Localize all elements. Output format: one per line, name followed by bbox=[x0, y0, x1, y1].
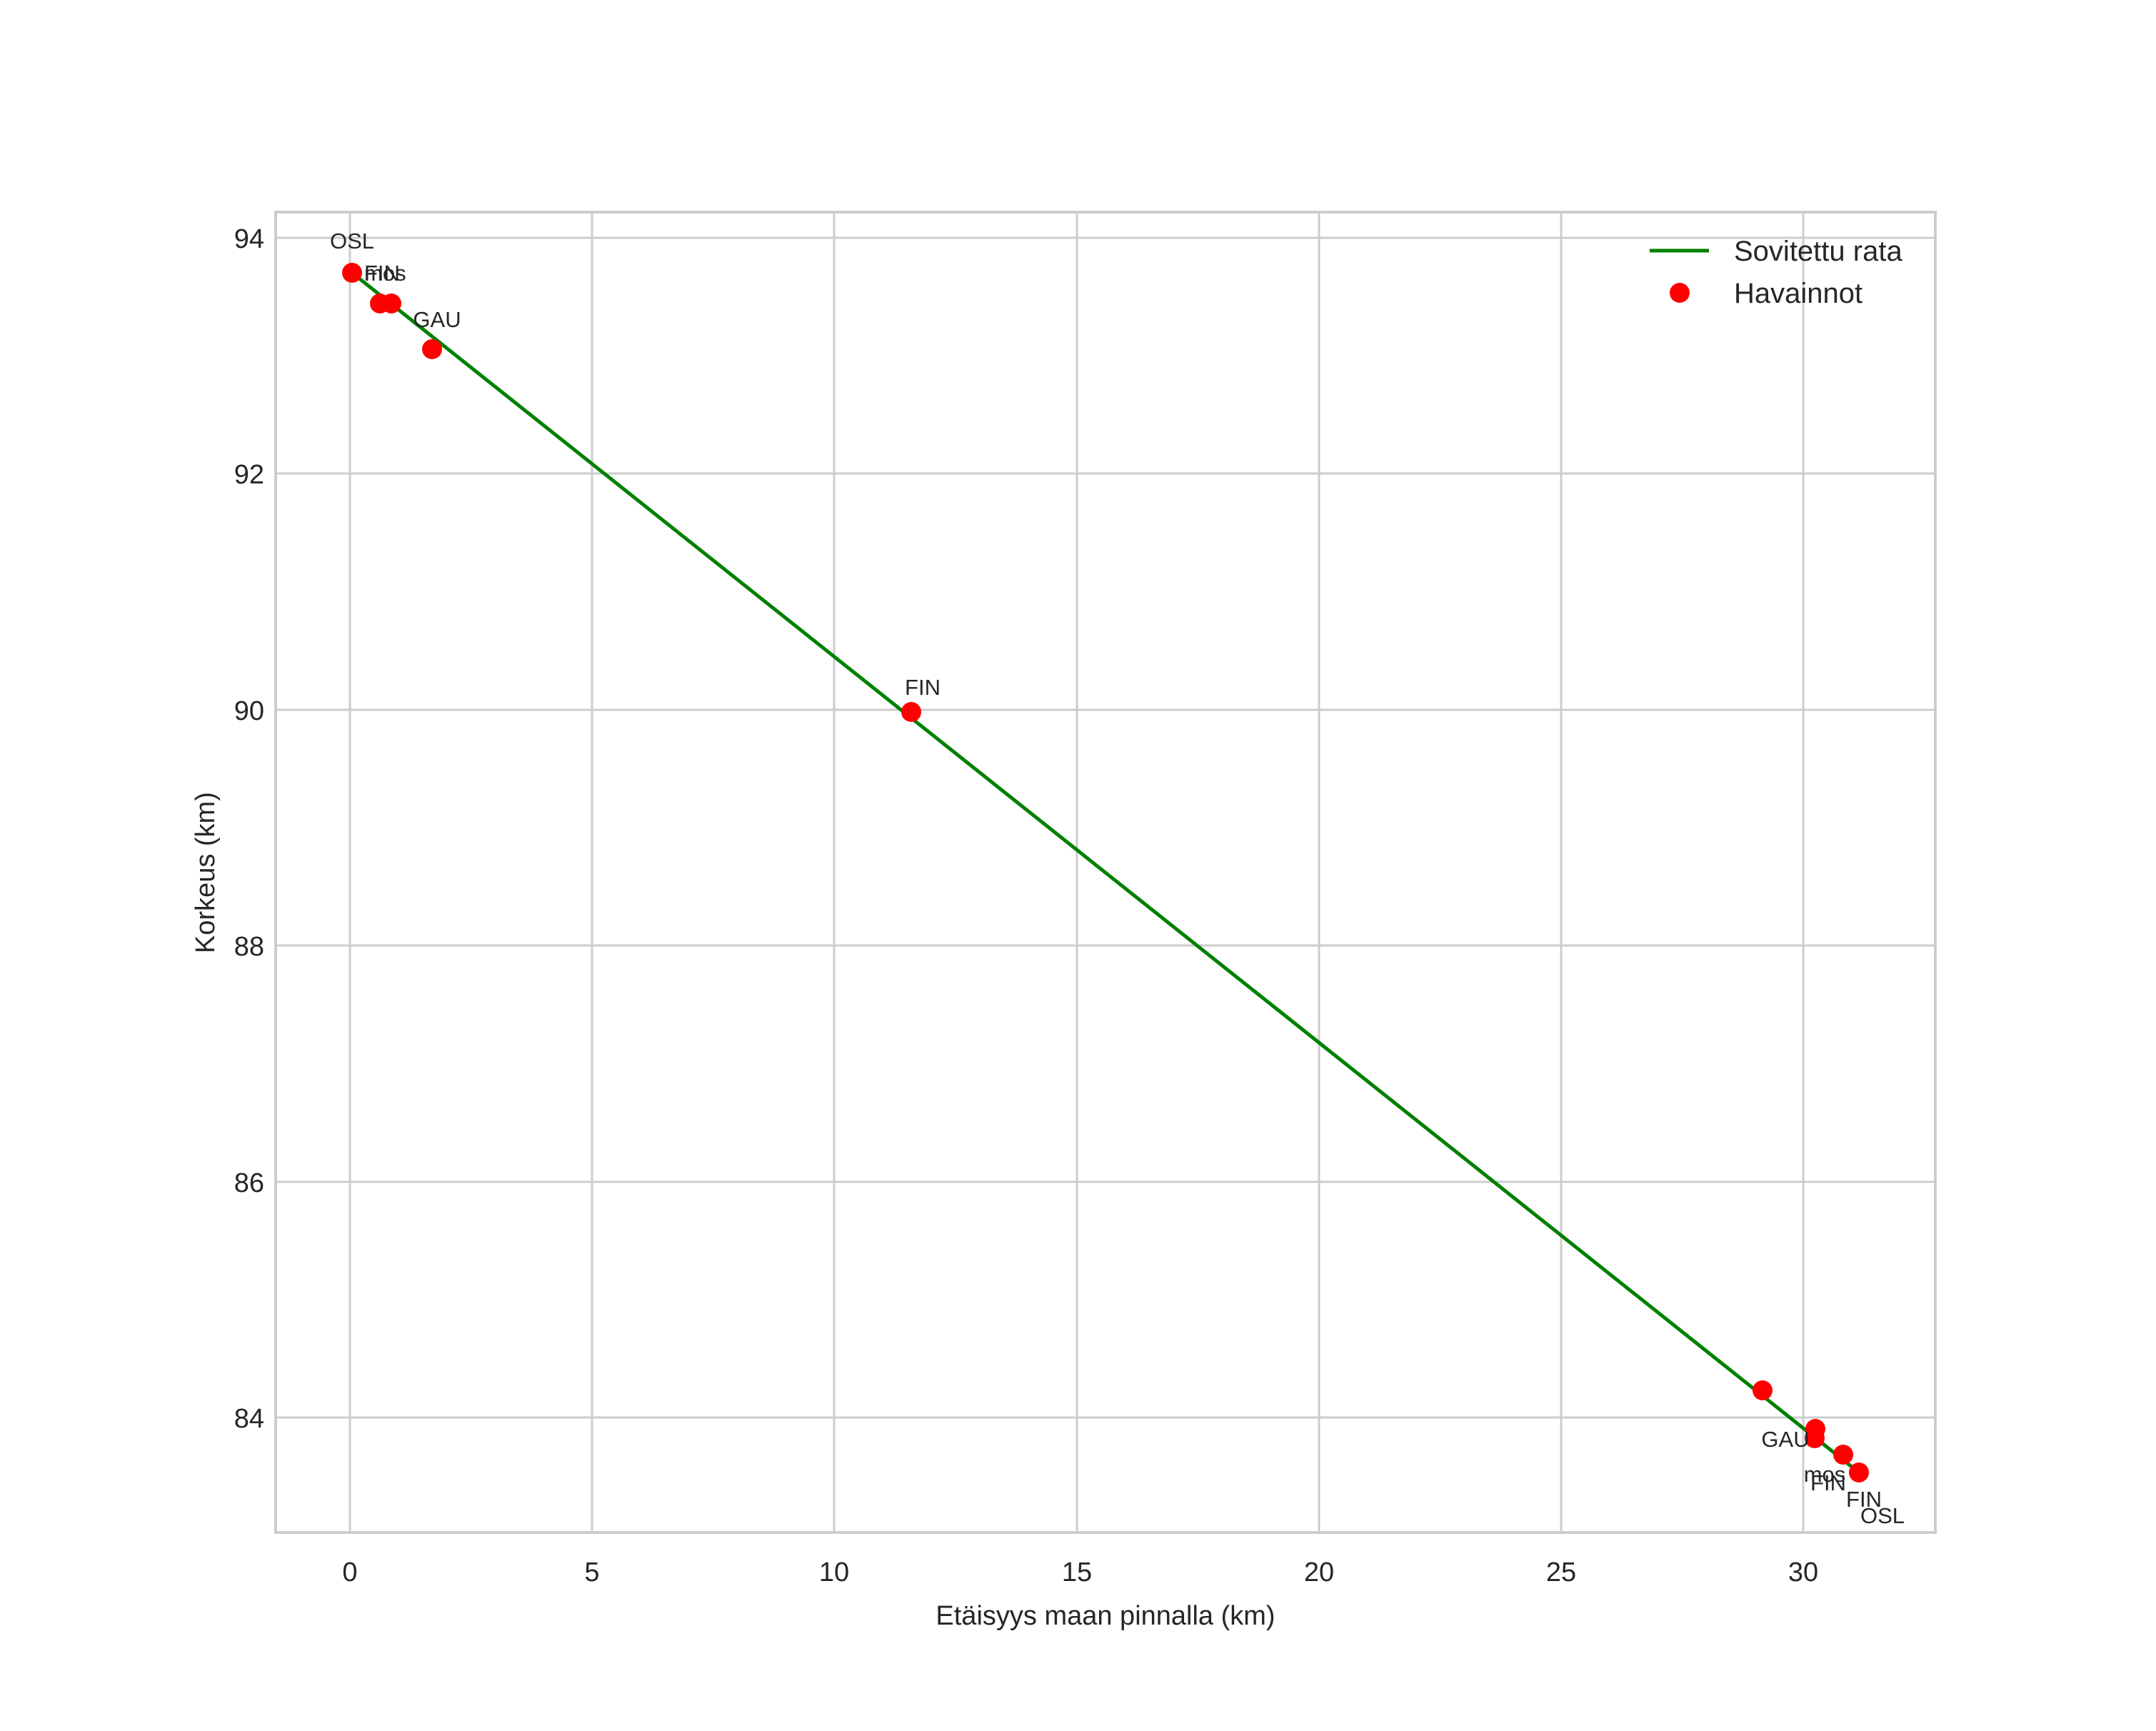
x-tick-label: 0 bbox=[342, 1557, 357, 1587]
x-tick-label: 30 bbox=[1788, 1557, 1818, 1587]
data-point bbox=[1849, 1462, 1869, 1482]
point-label: mos bbox=[364, 261, 406, 286]
data-point bbox=[381, 293, 401, 313]
data-point bbox=[1805, 1428, 1825, 1448]
data-point bbox=[1753, 1380, 1773, 1400]
y-tick-label: 84 bbox=[234, 1404, 264, 1434]
legend-label-fitted: Sovitettu rata bbox=[1734, 236, 1902, 267]
x-tick-label: 10 bbox=[819, 1557, 849, 1587]
point-label: FIN bbox=[1810, 1470, 1846, 1495]
y-tick-label: 88 bbox=[234, 932, 264, 962]
y-tick-label: 86 bbox=[234, 1168, 264, 1198]
y-grid bbox=[276, 236, 1935, 1419]
legend-label-observations: Havainnot bbox=[1734, 278, 1862, 309]
data-point bbox=[901, 702, 921, 722]
plot-frame bbox=[274, 211, 1937, 1534]
x-tick-label: 15 bbox=[1062, 1557, 1092, 1587]
point-label: FIN bbox=[364, 261, 400, 286]
point-label: FIN bbox=[905, 675, 941, 700]
legend-dot-icon bbox=[1670, 283, 1690, 303]
data-point bbox=[342, 263, 362, 283]
data-point bbox=[422, 339, 442, 359]
point-label: mos bbox=[1804, 1462, 1846, 1487]
fitted-trajectory-line bbox=[351, 271, 1860, 1474]
legend: Sovitettu rata Havainnot bbox=[1650, 236, 1902, 309]
x-axis-label: Etäisyys maan pinnalla (km) bbox=[936, 1601, 1275, 1631]
data-point bbox=[1833, 1445, 1853, 1465]
y-tick-label: 90 bbox=[234, 696, 264, 726]
point-annotations: OSL FIN mos GAU FIN GAU mos FIN FIN OSL bbox=[330, 229, 1905, 1528]
y-tick-label: 92 bbox=[234, 460, 264, 490]
x-tick-labels: 0 5 10 15 20 25 30 bbox=[342, 1557, 1818, 1587]
point-label: OSL bbox=[1860, 1503, 1905, 1528]
y-axis-label: Korkeus (km) bbox=[191, 792, 221, 953]
observation-points bbox=[342, 263, 1869, 1482]
point-label: OSL bbox=[330, 229, 374, 254]
x-tick-label: 5 bbox=[584, 1557, 599, 1587]
x-grid bbox=[349, 212, 1805, 1532]
x-tick-label: 20 bbox=[1304, 1557, 1334, 1587]
point-label: GAU bbox=[413, 307, 461, 332]
point-label: GAU bbox=[1761, 1427, 1809, 1452]
point-label: FIN bbox=[1846, 1487, 1882, 1512]
y-tick-label: 94 bbox=[234, 224, 264, 254]
y-tick-labels: 84 86 88 90 92 94 bbox=[234, 224, 264, 1434]
x-tick-label: 25 bbox=[1546, 1557, 1576, 1587]
